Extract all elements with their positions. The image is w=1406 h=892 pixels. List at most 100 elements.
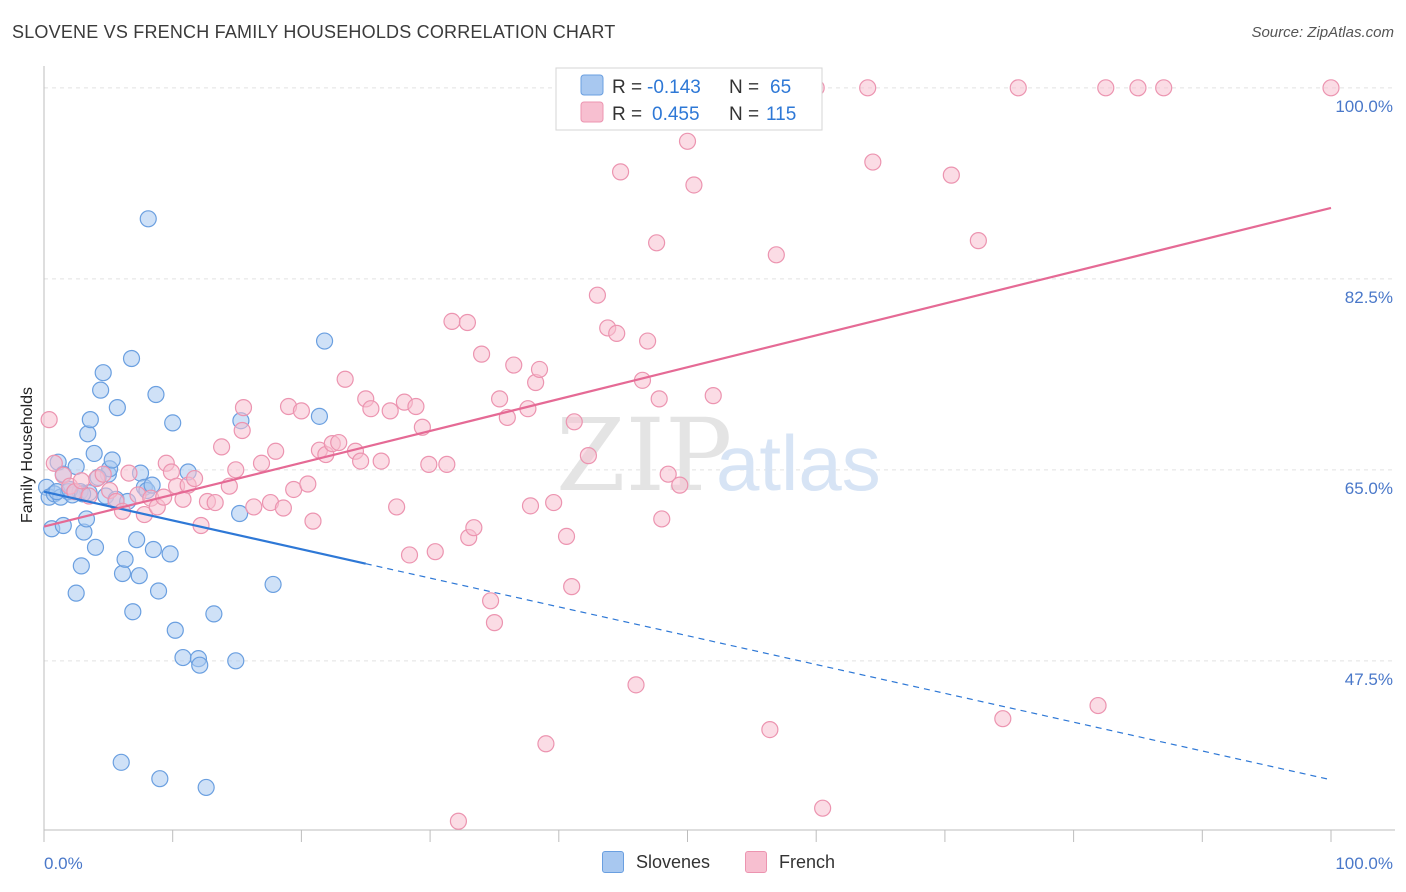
- legend-n-value-slovenes: 65: [770, 77, 791, 98]
- slovene-point: [144, 540, 162, 559]
- legend-item-french: French: [745, 851, 835, 873]
- legend-r-value-french: 0.455: [652, 104, 700, 125]
- french-point: [814, 799, 832, 817]
- french-point: [206, 493, 224, 512]
- french-point: [767, 246, 785, 264]
- slovene-point: [231, 504, 249, 523]
- slovene-point: [67, 584, 85, 602]
- slovene-point: [77, 510, 96, 528]
- french-point: [481, 592, 500, 610]
- french-point: [381, 402, 399, 420]
- french-point: [659, 465, 677, 483]
- slovene-point: [174, 648, 192, 667]
- french-point: [627, 676, 645, 694]
- french-point: [1089, 696, 1107, 715]
- french-point: [1009, 79, 1027, 97]
- french-trend-line: [43, 206, 1332, 528]
- french-point: [400, 546, 419, 564]
- french-point: [227, 461, 245, 479]
- french-point: [274, 499, 292, 517]
- french-point: [648, 234, 666, 252]
- french-point: [72, 472, 90, 490]
- french-point: [234, 399, 253, 417]
- slovene-point: [86, 538, 105, 556]
- slovene-point: [124, 603, 142, 621]
- legend-n-value-french: 115: [766, 104, 796, 125]
- french-point: [388, 498, 406, 516]
- slovene-point: [112, 753, 130, 771]
- french-point: [557, 527, 576, 546]
- french-point: [438, 455, 456, 473]
- french-point: [458, 313, 477, 332]
- legend-swatch-french: [580, 101, 604, 123]
- french-point: [942, 166, 960, 184]
- slovene-point: [81, 411, 99, 429]
- slovene-point: [264, 575, 282, 594]
- slovene-point: [166, 621, 184, 639]
- slovene-point: [79, 425, 97, 443]
- french-point: [352, 452, 370, 470]
- french-point: [336, 370, 354, 388]
- french-point: [304, 512, 322, 530]
- french-point: [563, 578, 581, 596]
- slovene-point: [315, 332, 334, 350]
- trend-lines: [43, 206, 1332, 781]
- slovene-point: [310, 407, 329, 425]
- slovenes-swatch: [602, 851, 624, 873]
- y-tick-label: 47.5%: [1345, 670, 1393, 689]
- slovenes-legend-label: Slovenes: [636, 851, 711, 872]
- french-point: [588, 286, 607, 304]
- french-point: [94, 465, 112, 483]
- french-point: [330, 433, 348, 452]
- legend-r-value-slovenes: -0.143: [647, 77, 701, 98]
- x-tick-label-min: 0.0%: [44, 854, 83, 873]
- y-tick-label: 100.0%: [1335, 97, 1393, 116]
- french-swatch: [745, 851, 767, 873]
- french-point: [465, 519, 483, 537]
- slovene-point: [108, 399, 126, 417]
- french-point: [704, 387, 722, 405]
- y-tick-label: 82.5%: [1345, 288, 1393, 307]
- french-point: [579, 447, 598, 465]
- french-point: [1097, 79, 1115, 97]
- axes: [43, 66, 1395, 842]
- french-point: [292, 402, 310, 420]
- french-point: [530, 360, 549, 379]
- slovene-point: [72, 557, 90, 575]
- slovene-point: [122, 349, 141, 368]
- french-point: [761, 720, 779, 739]
- slovene-point: [197, 778, 215, 797]
- french-point: [449, 812, 468, 830]
- french-point: [653, 510, 671, 528]
- slovene-point: [92, 381, 110, 399]
- french-point: [120, 464, 138, 482]
- legend-swatch-slovenes: [580, 74, 604, 96]
- french-point: [864, 153, 882, 171]
- french-point: [472, 345, 491, 363]
- slovene-point: [85, 444, 103, 463]
- french-point: [372, 452, 390, 470]
- slovenes-trend-line: [43, 490, 366, 565]
- french-point: [420, 455, 438, 473]
- legend-item-slovenes: Slovenes: [602, 851, 710, 873]
- french-point: [505, 356, 523, 374]
- source-credit: Source: ZipAtlas.com: [1251, 24, 1394, 41]
- french-point: [162, 463, 181, 481]
- watermark: ZIP atlas: [556, 397, 881, 514]
- french-point: [45, 454, 63, 472]
- french-point: [245, 498, 263, 516]
- legend-n-label-french: N =: [729, 104, 759, 125]
- slovene-point: [164, 414, 182, 432]
- french-point: [859, 79, 877, 97]
- slovene-point: [139, 210, 157, 228]
- slovene-point: [103, 451, 121, 469]
- french-point: [407, 397, 425, 416]
- french-point: [299, 475, 317, 493]
- french-point: [1129, 79, 1147, 97]
- french-point: [485, 614, 504, 632]
- y-tick-label: 65.0%: [1345, 479, 1393, 498]
- french-point: [671, 476, 689, 494]
- legend-r-label-slovenes: R =: [612, 77, 642, 98]
- french-point: [1155, 79, 1173, 97]
